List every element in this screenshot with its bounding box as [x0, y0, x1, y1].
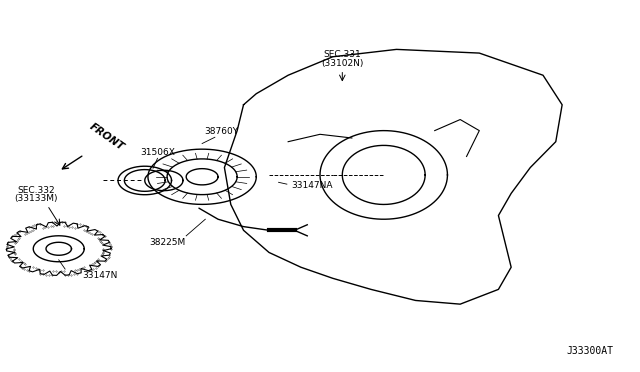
Text: J33300AT: J33300AT: [566, 346, 613, 356]
Text: FRONT: FRONT: [88, 122, 125, 153]
Text: 31506X: 31506X: [140, 148, 175, 157]
Text: (33102N): (33102N): [321, 59, 364, 68]
Text: 38225M: 38225M: [149, 238, 185, 247]
Text: (33133M): (33133M): [15, 193, 58, 203]
Text: 33147N: 33147N: [83, 271, 118, 280]
Text: SEC.331: SEC.331: [323, 49, 361, 59]
Text: SEC.332: SEC.332: [18, 186, 55, 195]
Text: 38760Y: 38760Y: [204, 127, 238, 136]
Text: 33147NA: 33147NA: [291, 182, 333, 190]
